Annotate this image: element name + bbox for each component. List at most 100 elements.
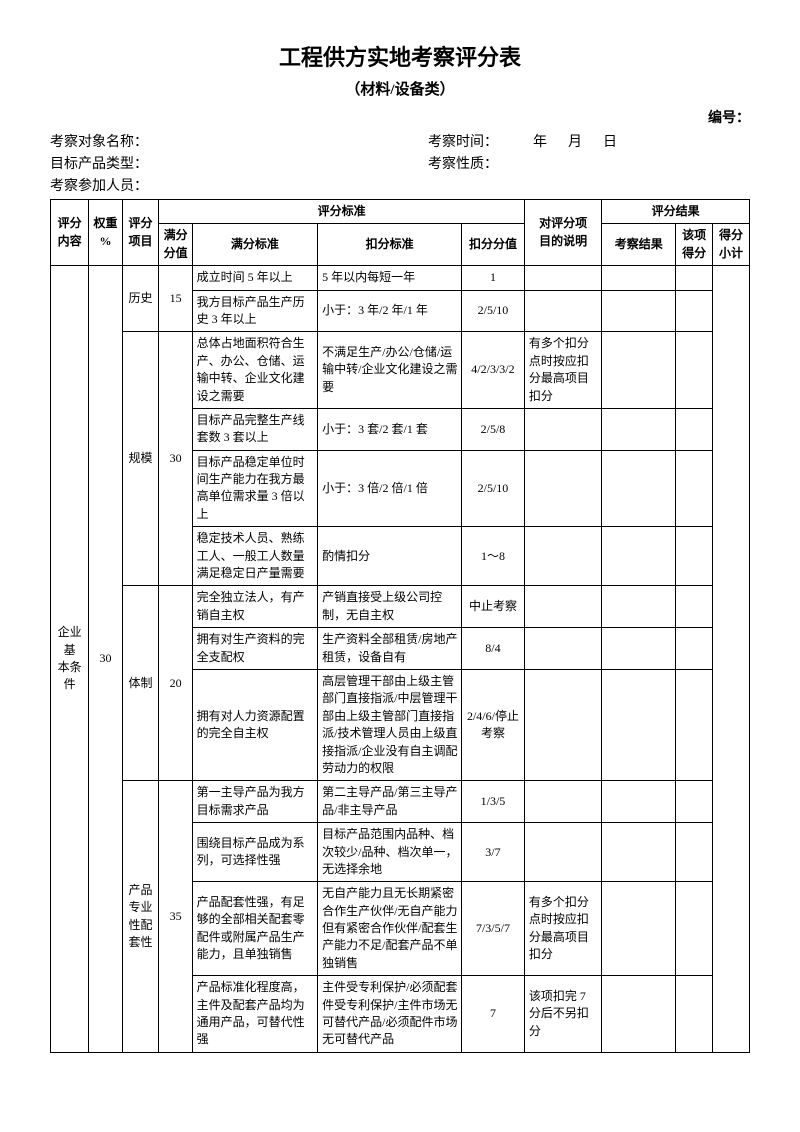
cell-fs: 成立时间 5 年以上 bbox=[192, 266, 317, 290]
cell-inspect[interactable] bbox=[602, 823, 676, 882]
cell-note bbox=[524, 450, 602, 527]
cell-inspect[interactable] bbox=[602, 669, 676, 780]
cell-score[interactable] bbox=[676, 823, 713, 882]
cell-note: 该项扣完 7 分后不另扣分 bbox=[524, 976, 602, 1053]
cell-score[interactable] bbox=[676, 586, 713, 628]
cell-dv: 2/4/6/停止考察 bbox=[462, 669, 525, 780]
cell-ds: 小于：3 倍/2 倍/1 倍 bbox=[318, 450, 462, 527]
cell-note bbox=[524, 628, 602, 670]
time-label: 考察时间： bbox=[428, 135, 498, 150]
cell-dv: 3/7 bbox=[462, 823, 525, 882]
cell-note bbox=[524, 408, 602, 450]
cell-fs: 稳定技术人员、熟练工人、一般工人数量满足稳定日产量需要 bbox=[192, 527, 317, 586]
cell-note: 有多个扣分点时按应扣分最高项目扣分 bbox=[524, 882, 602, 976]
g2-name: 规模 bbox=[122, 332, 159, 586]
g3-full: 20 bbox=[159, 586, 192, 781]
cell-score[interactable] bbox=[676, 527, 713, 586]
hdr-content: 评分内容 bbox=[51, 200, 89, 266]
cell-fs: 产品配套性强，有足够的全部相关配套零配件或附属产品生产能力，且单独销售 bbox=[192, 882, 317, 976]
cell-ds: 目标产品范围内品种、档次较少/品种、档次单一，无选择余地 bbox=[318, 823, 462, 882]
cell-dv: 2/5/10 bbox=[462, 450, 525, 527]
cell-note: 有多个扣分点时按应扣分最高项目扣分 bbox=[524, 332, 602, 409]
cell-fs: 围绕目标产品成为系列，可选择性强 bbox=[192, 823, 317, 882]
year: 年 bbox=[533, 135, 547, 150]
cell-ds: 主件受专利保护/必须配套件受专利保护/主件市场无可替代产品/必须配件市场无可替代… bbox=[318, 976, 462, 1053]
cell-note bbox=[524, 266, 602, 290]
cell-dv: 8/4 bbox=[462, 628, 525, 670]
g3-name: 体制 bbox=[122, 586, 159, 781]
cell-inspect[interactable] bbox=[602, 976, 676, 1053]
cell-score[interactable] bbox=[676, 290, 713, 332]
hdr-result-group: 评分结果 bbox=[602, 200, 750, 224]
cell-score[interactable] bbox=[676, 976, 713, 1053]
cell-dv: 1/3/5 bbox=[462, 781, 525, 823]
hdr-full-std: 满分标准 bbox=[192, 224, 317, 266]
cell-note bbox=[524, 823, 602, 882]
serial-label: 编号： bbox=[50, 107, 750, 127]
cell-ds: 不满足生产/办公/仓储/运输中转/企业文化建设之需要 bbox=[318, 332, 462, 409]
hdr-std-group: 评分标准 bbox=[159, 200, 524, 224]
cell-dv: 4/2/3/3/2 bbox=[462, 332, 525, 409]
prod-label: 目标产品类型： bbox=[50, 157, 148, 172]
nature-label: 考察性质： bbox=[428, 157, 498, 172]
cell-score[interactable] bbox=[676, 450, 713, 527]
cell-fs: 总体占地面积符合生产、办公、仓储、运输中转、企业文化建设之需要 bbox=[192, 332, 317, 409]
cell-inspect[interactable] bbox=[602, 527, 676, 586]
cat-name: 企业基本条件 bbox=[51, 266, 89, 1053]
info-row-2: 目标产品类型： 考察性质： bbox=[50, 153, 750, 173]
cell-score[interactable] bbox=[676, 332, 713, 409]
cell-fs: 完全独立法人，有产销自主权 bbox=[192, 586, 317, 628]
cell-ds: 小于：3 套/2 套/1 套 bbox=[318, 408, 462, 450]
table-header-row-1: 评分内容 权重% 评分项目 评分标准 对评分项目的说明 评分结果 bbox=[51, 200, 750, 224]
cell-inspect[interactable] bbox=[602, 450, 676, 527]
cell-ds: 第二主导产品/第三主导产品/非主导产品 bbox=[318, 781, 462, 823]
cell-ds: 小于：3 年/2 年/1 年 bbox=[318, 290, 462, 332]
table-row: 产品专业性配套性 35 第一主导产品为我方目标需求产品 第二主导产品/第三主导产… bbox=[51, 781, 750, 823]
table-row: 体制 20 完全独立法人，有产销自主权 产销直接受上级公司控制，无自主权 中止考… bbox=[51, 586, 750, 628]
page-title: 工程供方实地考察评分表 bbox=[50, 40, 750, 72]
g4-name: 产品专业性配套性 bbox=[122, 781, 159, 1052]
cell-subtotal[interactable] bbox=[713, 266, 750, 1053]
hdr-weight: 权重% bbox=[89, 200, 122, 266]
cell-fs: 拥有对人力资源配置的完全自主权 bbox=[192, 669, 317, 780]
cell-score[interactable] bbox=[676, 781, 713, 823]
cell-ds: 生产资料全部租赁/房地产租赁，设备自有 bbox=[318, 628, 462, 670]
cell-inspect[interactable] bbox=[602, 586, 676, 628]
cell-inspect[interactable] bbox=[602, 332, 676, 409]
cell-inspect[interactable] bbox=[602, 882, 676, 976]
cell-fs: 目标产品稳定单位时间生产能力在我方最高单位需求量 3 倍以上 bbox=[192, 450, 317, 527]
g1-full: 15 bbox=[159, 266, 192, 332]
cell-note bbox=[524, 669, 602, 780]
cell-note bbox=[524, 527, 602, 586]
obj-label: 考察对象名称： bbox=[50, 135, 148, 150]
cell-inspect[interactable] bbox=[602, 408, 676, 450]
cell-dv: 1～8 bbox=[462, 527, 525, 586]
hdr-deduct-val: 扣分分值 bbox=[462, 224, 525, 266]
cell-score[interactable] bbox=[676, 408, 713, 450]
hdr-explain: 对评分项目的说明 bbox=[524, 200, 602, 266]
cell-dv: 2/5/8 bbox=[462, 408, 525, 450]
cell-score[interactable] bbox=[676, 882, 713, 976]
cell-score[interactable] bbox=[676, 669, 713, 780]
cell-inspect[interactable] bbox=[602, 628, 676, 670]
cell-fs: 目标产品完整生产线套数 3 套以上 bbox=[192, 408, 317, 450]
hdr-deduct-std: 扣分标准 bbox=[318, 224, 462, 266]
score-table: 评分内容 权重% 评分项目 评分标准 对评分项目的说明 评分结果 满分分值 满分… bbox=[50, 199, 750, 1053]
hdr-item: 评分项目 bbox=[122, 200, 159, 266]
hdr-inspect: 考察结果 bbox=[602, 224, 676, 266]
cell-inspect[interactable] bbox=[602, 266, 676, 290]
cell-inspect[interactable] bbox=[602, 290, 676, 332]
cat-weight: 30 bbox=[89, 266, 122, 1053]
page-subtitle: （材料/设备类） bbox=[50, 78, 750, 99]
cell-fs: 产品标准化程度高，主件及配套产品均为通用产品，可替代性强 bbox=[192, 976, 317, 1053]
people-label: 考察参加人员： bbox=[50, 179, 148, 194]
hdr-subtotal: 得分小计 bbox=[713, 224, 750, 266]
cell-score[interactable] bbox=[676, 628, 713, 670]
g2-full: 30 bbox=[159, 332, 192, 586]
hdr-this-score: 该项得分 bbox=[676, 224, 713, 266]
cell-note bbox=[524, 586, 602, 628]
cell-inspect[interactable] bbox=[602, 781, 676, 823]
info-row-1: 考察对象名称： 考察时间： 年 月 日 bbox=[50, 131, 750, 151]
cell-score[interactable] bbox=[676, 266, 713, 290]
g1-name: 历史 bbox=[122, 266, 159, 332]
